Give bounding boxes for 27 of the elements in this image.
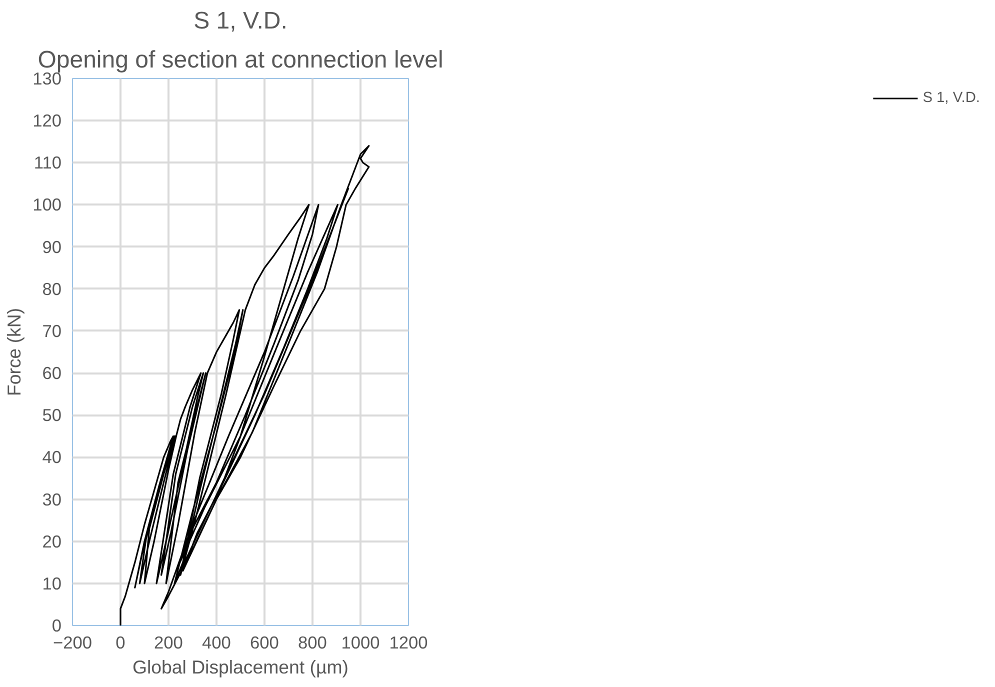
x-tick-label: 1200 (389, 632, 428, 652)
chart-subtitle: Opening of section at connection level (38, 46, 444, 74)
chart-title: S 1, V.D. (194, 8, 288, 34)
y-tick-label: 0 (52, 616, 62, 636)
y-tick-label: 20 (42, 531, 62, 552)
x-tick-label: 1000 (341, 632, 380, 652)
y-tick-label: 30 (42, 489, 62, 510)
line-series (120, 145, 370, 626)
x-tick-label: 800 (298, 632, 327, 652)
y-tick-label: 10 (42, 573, 62, 594)
legend-label: S 1, V.D. (922, 90, 980, 106)
y-axis-title: Force (kN) (4, 308, 25, 396)
x-tick-label: 200 (154, 632, 183, 652)
x-tick-label: 0 (116, 632, 126, 652)
y-tick-label: 70 (42, 320, 62, 341)
y-tick-label: 50 (42, 405, 62, 426)
y-tick-label: 90 (42, 236, 62, 257)
x-tick-label: 400 (202, 632, 231, 652)
x-axis-title: Global Displacement (µm) (132, 656, 349, 678)
y-tick-label: 80 (42, 278, 62, 299)
y-tick-label: 40 (42, 447, 62, 468)
y-tick-label: 110 (34, 152, 62, 173)
y-tick-label: 100 (32, 194, 62, 215)
x-tick-label: 600 (250, 632, 279, 652)
y-tick-label: 120 (32, 110, 62, 131)
y-tick-label: 60 (42, 363, 62, 384)
x-tick-label: −200 (52, 632, 92, 652)
